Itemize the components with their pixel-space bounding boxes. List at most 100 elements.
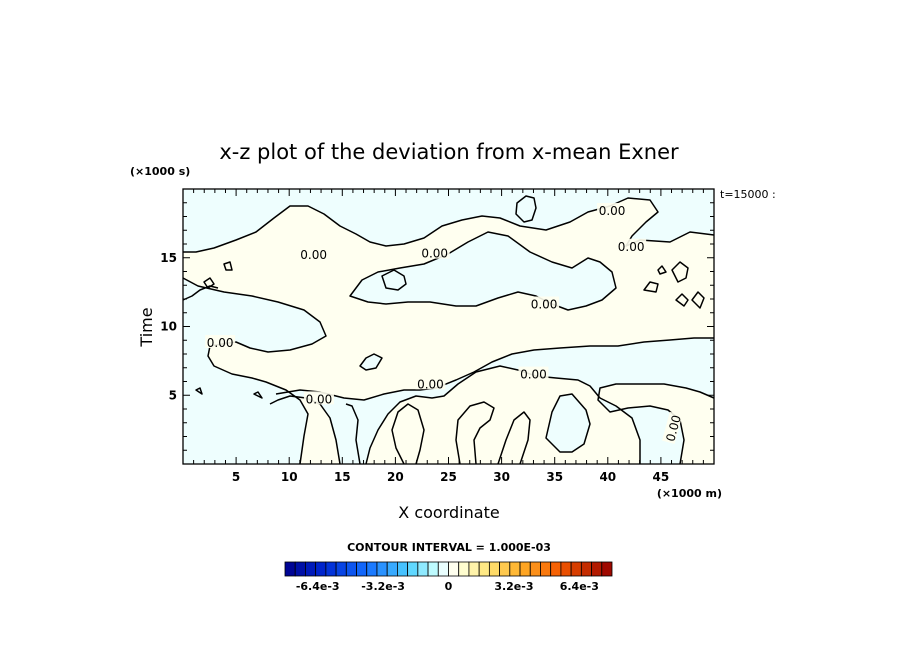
time-tag: t=15000 : bbox=[720, 188, 776, 201]
contour-line-24 bbox=[253, 391, 263, 399]
contour-label-bg-9 bbox=[662, 411, 683, 445]
colorbar-cell bbox=[335, 561, 347, 577]
contour-label-bg-2 bbox=[597, 203, 628, 216]
x-tick-label: 15 bbox=[334, 470, 351, 484]
colorbar-cell bbox=[529, 561, 541, 577]
contour-line-9 bbox=[381, 269, 407, 291]
x-tick-label: 30 bbox=[493, 470, 510, 484]
colorbar-tick-label: 6.4e-3 bbox=[560, 580, 599, 593]
colorbar-cell bbox=[305, 561, 317, 577]
contour-label-bg-8 bbox=[518, 366, 549, 380]
colorbar-cell bbox=[509, 561, 521, 577]
colorbar-tick-label: -6.4e-3 bbox=[296, 580, 340, 593]
chart-title: x-z plot of the deviation from x-mean Ex… bbox=[219, 140, 679, 164]
contour-line-12 bbox=[391, 403, 425, 465]
colorbar-cell bbox=[499, 561, 511, 577]
colorbar-cell bbox=[427, 561, 439, 577]
colorbar-cell bbox=[570, 561, 582, 577]
colorbar-cell bbox=[560, 561, 572, 577]
contour-label-1: 0.00 bbox=[421, 247, 448, 261]
x-tick-label: 25 bbox=[440, 470, 457, 484]
colorbar-cell bbox=[591, 561, 603, 577]
x-tick-label: 5 bbox=[232, 470, 240, 484]
contour-label-bg-4 bbox=[529, 296, 560, 310]
colorbar-cell bbox=[386, 561, 398, 577]
contour-label-3: 0.00 bbox=[618, 240, 645, 254]
colorbar-cell bbox=[325, 561, 337, 577]
negative-region-4 bbox=[546, 394, 590, 452]
negative-region-5 bbox=[516, 196, 536, 222]
contour-label-4: 0.00 bbox=[531, 298, 558, 312]
x-tick-label: 10 bbox=[281, 470, 298, 484]
colorbar-cell bbox=[458, 561, 470, 577]
x-axis-ticks: 5 10 15 20 25 30 35 40 45 bbox=[193, 189, 704, 484]
contour-line-16 bbox=[643, 281, 659, 293]
negative-region-0 bbox=[183, 189, 714, 252]
contour-line-11 bbox=[345, 403, 361, 465]
contour-line-15 bbox=[182, 285, 219, 301]
colorbar-tick-label: 3.2e-3 bbox=[494, 580, 533, 593]
negative-region-6 bbox=[382, 270, 406, 290]
x-tick-label: 40 bbox=[599, 470, 616, 484]
contour-line-14 bbox=[497, 411, 531, 465]
colorbar-tick-label: 0 bbox=[445, 580, 453, 593]
colorbar-cell bbox=[601, 561, 613, 577]
contour-label-8: 0.00 bbox=[520, 368, 547, 382]
contour-line-8 bbox=[515, 195, 537, 223]
contour-line-17 bbox=[671, 261, 689, 283]
contour-label-bg-0 bbox=[298, 247, 329, 260]
colorbar-cell bbox=[488, 561, 500, 577]
y-tick-label: 15 bbox=[160, 251, 177, 265]
contour-label-bg-7 bbox=[415, 376, 446, 390]
contour-label-0: 0.00 bbox=[300, 248, 327, 262]
x-axis-label: X coordinate bbox=[398, 503, 499, 522]
colorbar-cell bbox=[468, 561, 480, 577]
colorbar-cell bbox=[294, 561, 306, 577]
y-axis-label: Time bbox=[137, 307, 156, 347]
colorbar-cell bbox=[397, 561, 409, 577]
x-unit-label: (×1000 m) bbox=[657, 487, 722, 500]
y-tick-label: 10 bbox=[160, 320, 177, 334]
colorbar-cell bbox=[356, 561, 368, 577]
colorbar-cell bbox=[315, 561, 327, 577]
negative-region-2 bbox=[350, 232, 616, 310]
plot-area: 0.00 0.00 0.00 0.00 0.00 0.00 0.00 0.00 0.00 0.00 bbox=[182, 188, 715, 465]
contour-line-10 bbox=[359, 353, 383, 371]
colorbar-tick-labels: -6.4e-3 -3.2e-3 0 3.2e-3 6.4e-3 bbox=[296, 580, 599, 593]
contour-line-7 bbox=[545, 393, 591, 453]
contour-line-23 bbox=[195, 387, 203, 395]
colorbar-cell bbox=[550, 561, 562, 577]
contour-line-13 bbox=[455, 401, 495, 465]
contour-label-bg-5 bbox=[205, 335, 236, 348]
colorbar bbox=[284, 561, 613, 577]
colorbar-cell bbox=[407, 561, 419, 577]
contour-label-9: 0.00 bbox=[663, 414, 683, 443]
contour-line-1 bbox=[182, 277, 327, 465]
contour-label-2: 0.00 bbox=[599, 204, 626, 218]
colorbar-cell bbox=[437, 561, 449, 577]
contour-line-21 bbox=[223, 261, 233, 271]
y-unit-label: (×1000 s) bbox=[130, 165, 190, 178]
colorbar-cell bbox=[284, 561, 296, 577]
contour-label-bg-3 bbox=[616, 238, 647, 252]
contour-line-4 bbox=[275, 337, 714, 401]
contour-label-bg-1 bbox=[419, 245, 450, 259]
negative-regions bbox=[183, 189, 714, 464]
x-tick-label: 35 bbox=[546, 470, 563, 484]
colorbar-cell bbox=[366, 561, 378, 577]
contour-label-6: 0.00 bbox=[306, 392, 333, 406]
colorbar-tick-label: -3.2e-3 bbox=[361, 580, 405, 593]
colorbar-cell bbox=[540, 561, 552, 577]
contour-interval-text: CONTOUR INTERVAL = 1.000E-03 bbox=[347, 541, 551, 554]
colorbar-cell bbox=[345, 561, 357, 577]
contour-line-19 bbox=[691, 291, 705, 309]
contour-labels: 0.00 0.00 0.00 0.00 0.00 0.00 0.00 0.00 0.00 0.00 bbox=[205, 203, 684, 445]
colorbar-cell bbox=[376, 561, 388, 577]
colorbar-cell bbox=[448, 561, 460, 577]
colorbar-cell bbox=[580, 561, 592, 577]
contour-line-20 bbox=[203, 277, 215, 289]
negative-region-3 bbox=[270, 338, 714, 464]
contour-line-22 bbox=[657, 265, 667, 275]
negative-region-1 bbox=[183, 278, 326, 464]
contour-label-bg-6 bbox=[303, 391, 334, 405]
